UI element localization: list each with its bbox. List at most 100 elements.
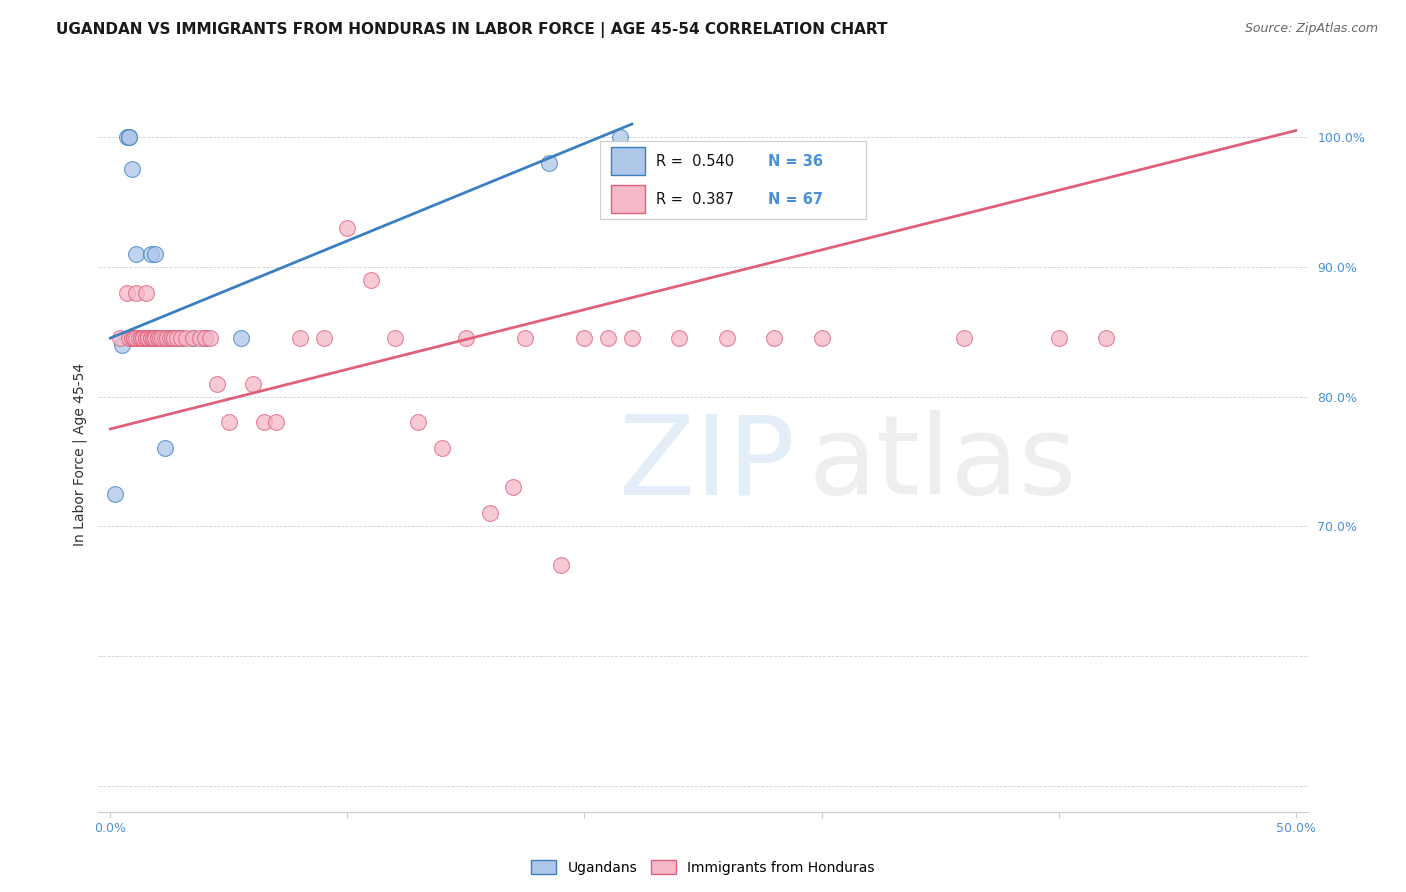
Point <box>149 331 172 345</box>
Point <box>132 331 155 345</box>
Point <box>143 247 166 261</box>
Text: ZIP: ZIP <box>619 410 794 517</box>
Legend: Ugandans, Immigrants from Honduras: Ugandans, Immigrants from Honduras <box>526 855 880 880</box>
Point <box>139 247 162 261</box>
Point <box>122 331 145 345</box>
Text: R =  0.540: R = 0.540 <box>657 153 734 169</box>
Point <box>128 331 150 345</box>
Point <box>574 331 596 345</box>
Point <box>142 331 165 345</box>
Point <box>620 331 643 345</box>
Point <box>288 331 311 345</box>
Point <box>166 331 188 345</box>
Point <box>181 331 204 345</box>
Point <box>136 331 159 345</box>
Point <box>104 487 127 501</box>
Point <box>146 331 169 345</box>
Point <box>136 331 159 345</box>
Point <box>264 416 287 430</box>
Point <box>136 331 159 345</box>
Point <box>190 331 212 345</box>
Point <box>146 331 169 345</box>
Point <box>502 480 524 494</box>
Point <box>153 331 176 345</box>
Text: N = 67: N = 67 <box>768 192 823 207</box>
Point <box>121 162 143 177</box>
Point <box>163 331 186 345</box>
Text: UGANDAN VS IMMIGRANTS FROM HONDURAS IN LABOR FORCE | AGE 45-54 CORRELATION CHART: UGANDAN VS IMMIGRANTS FROM HONDURAS IN L… <box>56 22 887 38</box>
Point <box>142 331 165 345</box>
Point <box>128 331 150 345</box>
Point <box>194 331 217 345</box>
Point <box>229 331 252 345</box>
Point <box>384 331 406 345</box>
Point <box>170 331 193 345</box>
Point <box>810 331 832 345</box>
Point <box>115 285 138 300</box>
Y-axis label: In Labor Force | Age 45-54: In Labor Force | Age 45-54 <box>73 363 87 547</box>
Point <box>205 376 228 391</box>
Point <box>432 442 454 456</box>
Point <box>135 331 157 345</box>
FancyBboxPatch shape <box>610 185 645 213</box>
Point <box>194 331 217 345</box>
Point <box>478 506 501 520</box>
Point <box>159 331 181 345</box>
Point <box>118 331 141 345</box>
Point <box>198 331 221 345</box>
Point <box>152 331 174 345</box>
Point <box>253 416 276 430</box>
Point <box>142 331 165 345</box>
Point <box>763 331 786 345</box>
Point <box>125 247 148 261</box>
Point <box>132 331 155 345</box>
Point <box>668 331 690 345</box>
Point <box>181 331 204 345</box>
Point <box>146 331 169 345</box>
Point <box>132 331 155 345</box>
Point <box>129 331 152 345</box>
Point <box>115 130 138 145</box>
Point <box>170 331 193 345</box>
Point <box>125 331 148 345</box>
Point <box>174 331 197 345</box>
Text: atlas: atlas <box>808 410 1077 517</box>
FancyBboxPatch shape <box>610 147 645 176</box>
Point <box>153 442 176 456</box>
Point <box>121 331 143 345</box>
Point <box>121 331 143 345</box>
Point <box>135 331 157 345</box>
Point <box>122 331 145 345</box>
Point <box>163 331 186 345</box>
Point <box>111 337 134 351</box>
Point <box>139 331 162 345</box>
Point <box>537 156 560 170</box>
Point <box>136 331 159 345</box>
Point <box>716 331 738 345</box>
Text: Source: ZipAtlas.com: Source: ZipAtlas.com <box>1244 22 1378 36</box>
Point <box>128 331 150 345</box>
Point <box>242 376 264 391</box>
Point <box>312 331 335 345</box>
Point <box>1047 331 1070 345</box>
Point <box>952 331 974 345</box>
Point <box>135 331 157 345</box>
Point <box>454 331 477 345</box>
Point <box>152 331 174 345</box>
Point <box>118 130 141 145</box>
Point <box>142 331 165 345</box>
Point <box>135 285 157 300</box>
Point <box>129 331 152 345</box>
Point <box>159 331 181 345</box>
Point <box>218 416 240 430</box>
Point <box>122 331 145 345</box>
Point <box>598 331 620 345</box>
Text: R =  0.387: R = 0.387 <box>657 192 734 207</box>
Point <box>122 331 145 345</box>
Point <box>108 331 131 345</box>
Point <box>129 331 152 345</box>
Point <box>336 220 359 235</box>
Point <box>408 416 430 430</box>
Point <box>129 331 152 345</box>
Point <box>609 130 631 145</box>
